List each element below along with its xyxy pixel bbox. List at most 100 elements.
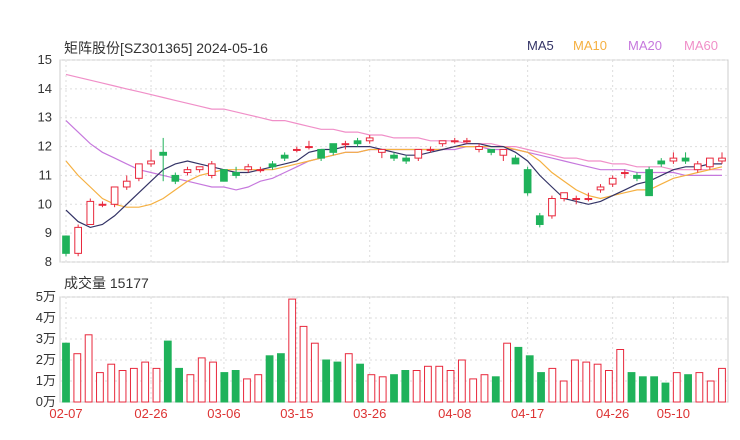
volume-bar (243, 378, 251, 403)
volume-bar (220, 372, 229, 403)
price-tick-label: 15 (38, 52, 52, 67)
volume-bar (118, 370, 127, 403)
volume-bar (593, 363, 602, 403)
candle-body (669, 157, 678, 162)
candle-body (232, 172, 240, 176)
volume-tick-label: 1万 (36, 373, 56, 388)
candle-body (548, 198, 556, 217)
volume-bar (84, 334, 93, 403)
price-tick-label: 13 (38, 110, 52, 125)
volume-bar (254, 374, 263, 403)
volume-bar (209, 361, 217, 403)
volume-bar (152, 367, 161, 403)
candle-body (353, 140, 362, 145)
candle-body (268, 163, 277, 168)
candle-body (378, 148, 386, 153)
candle-body (523, 169, 532, 194)
volume-bar (322, 359, 331, 403)
volume-bar (175, 367, 184, 403)
volume-bar (684, 374, 692, 403)
date-tick-label: 03-15 (280, 406, 313, 421)
volume-bar (514, 346, 523, 403)
volume-bar (107, 363, 116, 403)
candle-body (511, 157, 520, 165)
legend-ma5: MA5 (527, 38, 554, 53)
candle-body (62, 235, 70, 254)
volume-bar (310, 342, 319, 403)
volume-bar (661, 382, 670, 403)
volume-bar (695, 372, 704, 403)
candle-body (645, 169, 653, 197)
date-tick-label: 04-08 (438, 406, 471, 421)
volume-bar (604, 370, 613, 403)
candle-body (341, 143, 350, 146)
date-tick-label: 03-06 (207, 406, 240, 421)
volume-bar (503, 342, 512, 403)
candle-body (256, 169, 265, 172)
volume-tick-label: 4万 (36, 310, 56, 325)
candle-body (608, 177, 617, 185)
volume-tick-label: 0万 (36, 394, 56, 409)
candle-body (171, 174, 180, 182)
volume-bar (186, 374, 195, 403)
volume-bar (129, 367, 138, 403)
volume-bar (650, 376, 659, 403)
volume-bar (706, 380, 715, 403)
volume-bar (435, 365, 444, 403)
candle-body (572, 198, 581, 201)
volume-bar (412, 370, 421, 403)
candle-body (365, 137, 374, 142)
candle-body (402, 157, 410, 162)
candle-body (329, 143, 338, 153)
volume-bar (378, 376, 387, 403)
ma5-line (65, 143, 722, 229)
candle-body (620, 172, 629, 175)
volume-bar (480, 374, 489, 403)
volume-bar (367, 374, 376, 403)
volume-bar (288, 298, 297, 403)
date-tick-label: 03-26 (353, 406, 386, 421)
candle-body (317, 148, 325, 159)
chart-title: 矩阵股份[SZ301365] 2024-05-16 (64, 40, 268, 56)
volume-bar (141, 361, 150, 403)
volume-bar (276, 353, 285, 403)
volume-bar (96, 372, 104, 403)
candle-body (110, 186, 119, 205)
volume-bar (559, 380, 568, 403)
candle-body (147, 160, 155, 165)
candle-body (414, 148, 423, 159)
date-tick-label: 04-26 (596, 406, 629, 421)
candle-body (244, 166, 253, 171)
volume-bar (401, 370, 410, 403)
volume-bar (616, 349, 625, 403)
volume-bar (457, 359, 466, 403)
volume-bar (356, 363, 364, 403)
ma60-line (65, 73, 722, 171)
candle-body (706, 157, 714, 168)
volume-bar (638, 376, 647, 403)
volume-bar (231, 370, 240, 403)
candle-body (681, 157, 690, 162)
volume-tick-label: 5万 (36, 289, 56, 304)
price-tick-label: 14 (38, 81, 52, 96)
volume-bar (525, 355, 534, 403)
volume-bar (446, 370, 455, 403)
candle-body (487, 148, 496, 153)
date-tick-label: 02-26 (134, 406, 167, 421)
price-tick-label: 10 (38, 196, 52, 211)
candle-body (584, 198, 593, 201)
candle-body (390, 154, 398, 159)
price-tick-label: 12 (38, 139, 52, 154)
candle-body (693, 163, 702, 171)
price-tick-label: 11 (39, 167, 53, 182)
candle-body (438, 140, 447, 145)
candle-body (195, 166, 204, 171)
candle-body (122, 180, 131, 188)
candle-body (596, 186, 605, 191)
candle-body (220, 169, 228, 182)
candle-body (463, 140, 471, 143)
volume-bar (627, 372, 636, 403)
volume-bar (582, 361, 591, 403)
volume-bar (424, 365, 432, 403)
